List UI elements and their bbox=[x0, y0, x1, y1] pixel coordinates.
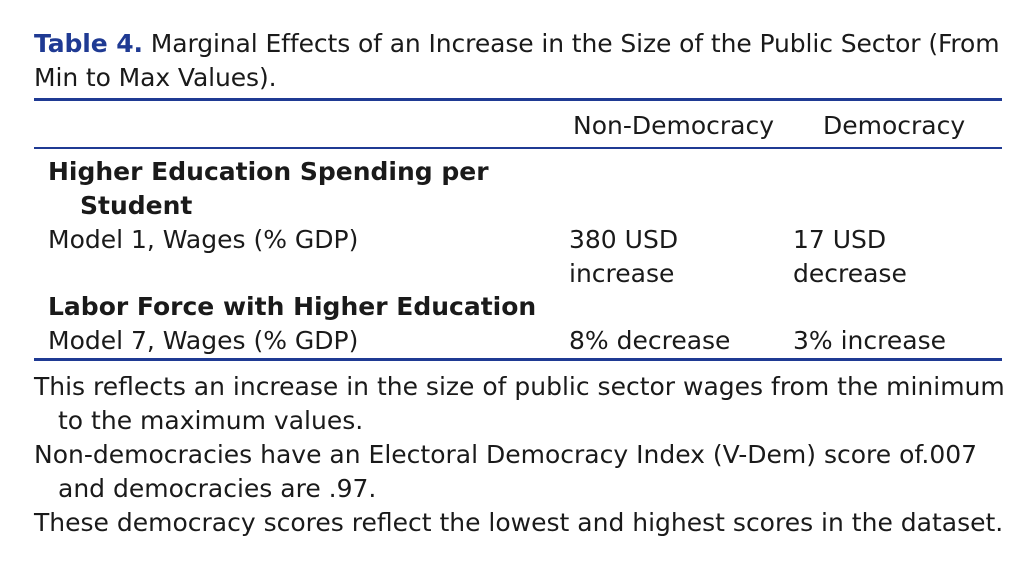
section-title-higher-education-spending: Higher Education Spending per bbox=[48, 157, 489, 186]
table-note: This reflects an increase in the size of… bbox=[34, 372, 1005, 435]
table-note: Non-democracies have an Electoral Democr… bbox=[34, 440, 978, 503]
section-title-higher-education-spending-continued: Student bbox=[80, 191, 193, 220]
table-notes: This reflects an increase in the size of… bbox=[34, 370, 1009, 540]
cell-model-1-democracy-continued: decrease bbox=[793, 259, 907, 288]
column-header-democracy: Democracy bbox=[823, 111, 966, 140]
cell-model-1-democracy: 17 USD bbox=[793, 225, 887, 254]
table-bottom-rule bbox=[34, 358, 1002, 361]
table-title: Marginal Effects of an Increase in the S… bbox=[34, 29, 1000, 92]
row-label-model-7: Model 7, Wages (% GDP) bbox=[48, 326, 359, 355]
row-label-model-1: Model 1, Wages (% GDP) bbox=[48, 225, 359, 254]
cell-model-1-non-democracy-continued: increase bbox=[569, 259, 675, 288]
cell-model-7-democracy: 3% increase bbox=[793, 326, 946, 355]
header-rule bbox=[34, 147, 1002, 149]
section-title-labor-force: Labor Force with Higher Education bbox=[48, 292, 537, 321]
table-caption: Table 4. Marginal Effects of an Increase… bbox=[34, 27, 1009, 95]
cell-model-7-non-democracy: 8% decrease bbox=[569, 326, 731, 355]
table-label: Table 4. bbox=[34, 29, 143, 58]
table-top-rule bbox=[34, 98, 1002, 101]
table-note: These democracy scores reflect the lowes… bbox=[34, 508, 1004, 537]
column-header-non-democracy: Non-Democracy bbox=[573, 111, 775, 140]
cell-model-1-non-democracy: 380 USD bbox=[569, 225, 679, 254]
